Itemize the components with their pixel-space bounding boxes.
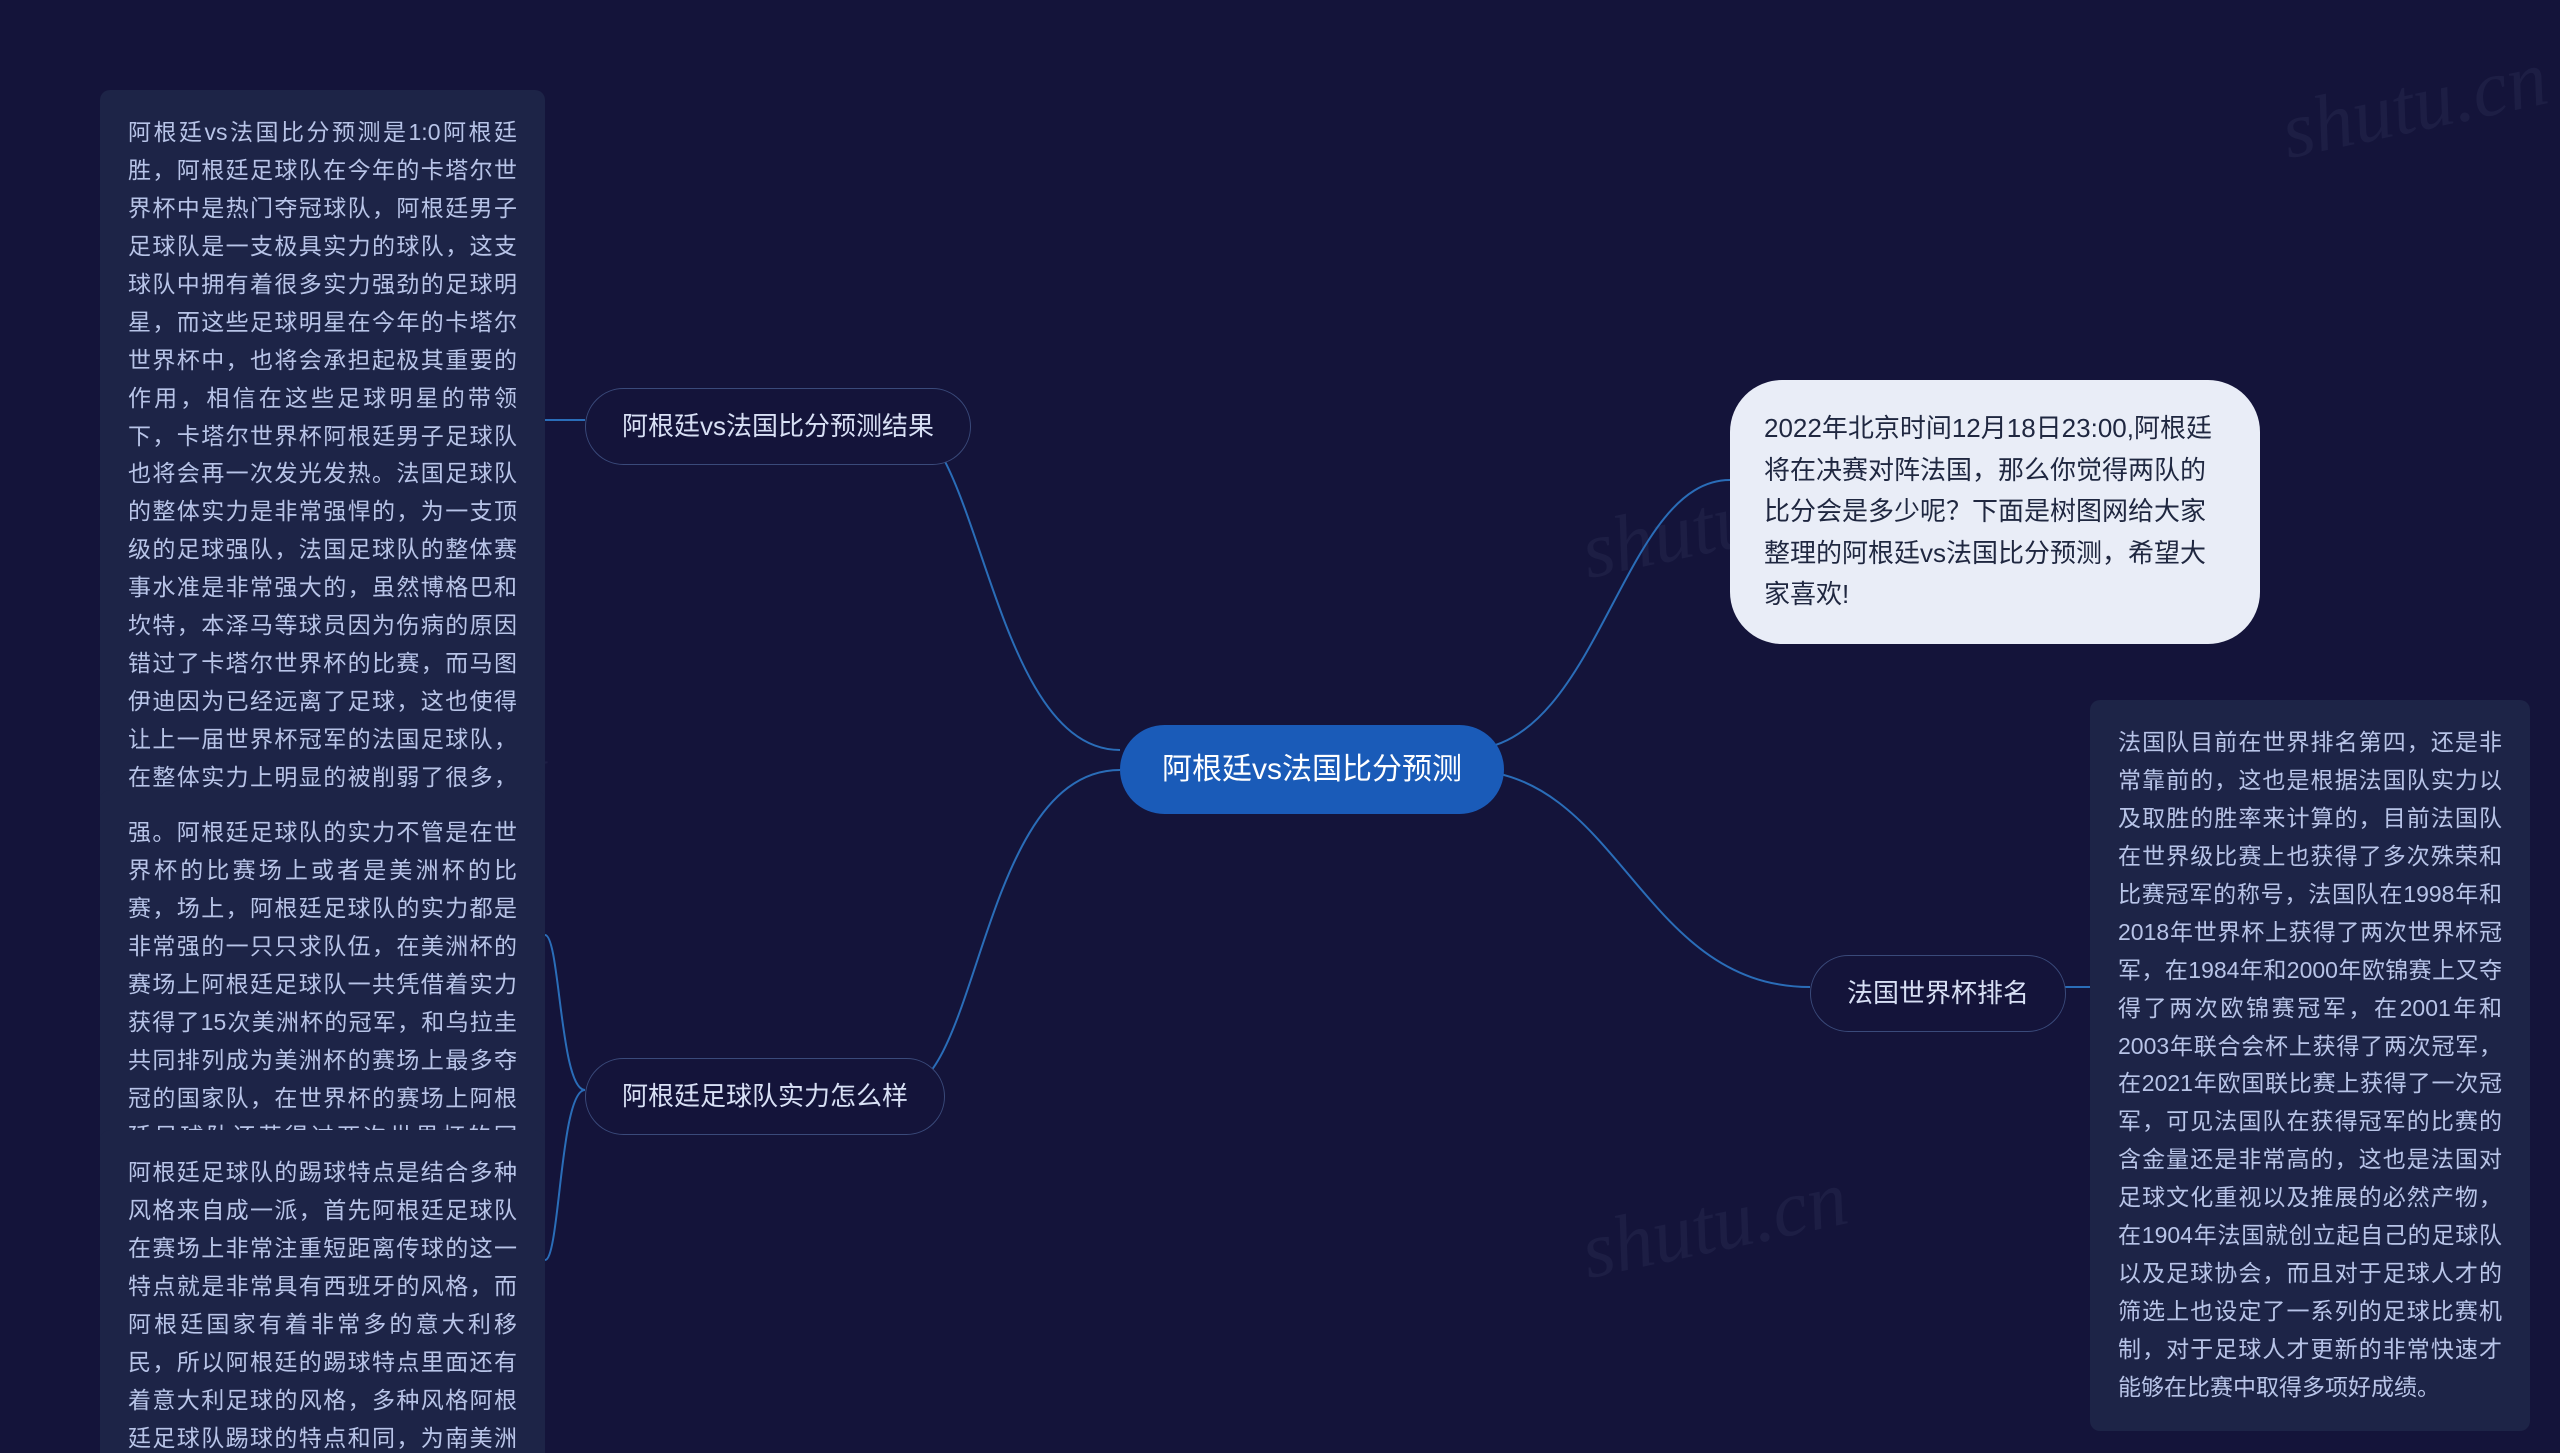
- mindmap-canvas: shutu.cn shutu.cn shutu.cn shutu.cn shut…: [0, 0, 2560, 1453]
- branch-argentina-label: 阿根廷足球队实力怎么样: [622, 1081, 908, 1111]
- leaf-france-text: 法国队目前在世界排名第四，还是非常靠前的，这也是根据法国队实力以及取胜的胜率来计…: [2118, 729, 2502, 1400]
- leaf-france[interactable]: 法国队目前在世界排名第四，还是非常靠前的，这也是根据法国队实力以及取胜的胜率来计…: [2090, 700, 2530, 1431]
- branch-result[interactable]: 阿根廷vs法国比分预测结果: [585, 388, 971, 465]
- branch-result-label: 阿根廷vs法国比分预测结果: [622, 411, 934, 441]
- center-label: 阿根廷vs法国比分预测: [1162, 753, 1462, 786]
- watermark: shutu.cn: [2273, 33, 2555, 178]
- branch-france[interactable]: 法国世界杯排名: [1810, 955, 2066, 1032]
- intro-node[interactable]: 2022年北京时间12月18日23:00,阿根廷将在决赛对阵法国，那么你觉得两队…: [1730, 380, 2260, 644]
- leaf-argentina-2[interactable]: 阿根廷足球队的踢球特点是结合多种风格来自成一派，首先阿根廷足球队在赛场上非常注重…: [100, 1130, 545, 1453]
- branch-france-label: 法国世界杯排名: [1847, 978, 2029, 1008]
- branch-argentina[interactable]: 阿根廷足球队实力怎么样: [585, 1058, 945, 1135]
- center-node[interactable]: 阿根廷vs法国比分预测: [1120, 725, 1504, 814]
- leaf-argentina-2-text: 阿根廷足球队的踢球特点是结合多种风格来自成一派，首先阿根廷足球队在赛场上非常注重…: [128, 1159, 517, 1453]
- watermark: shutu.cn: [1573, 1153, 1855, 1298]
- intro-text: 2022年北京时间12月18日23:00,阿根廷将在决赛对阵法国，那么你觉得两队…: [1764, 413, 2212, 609]
